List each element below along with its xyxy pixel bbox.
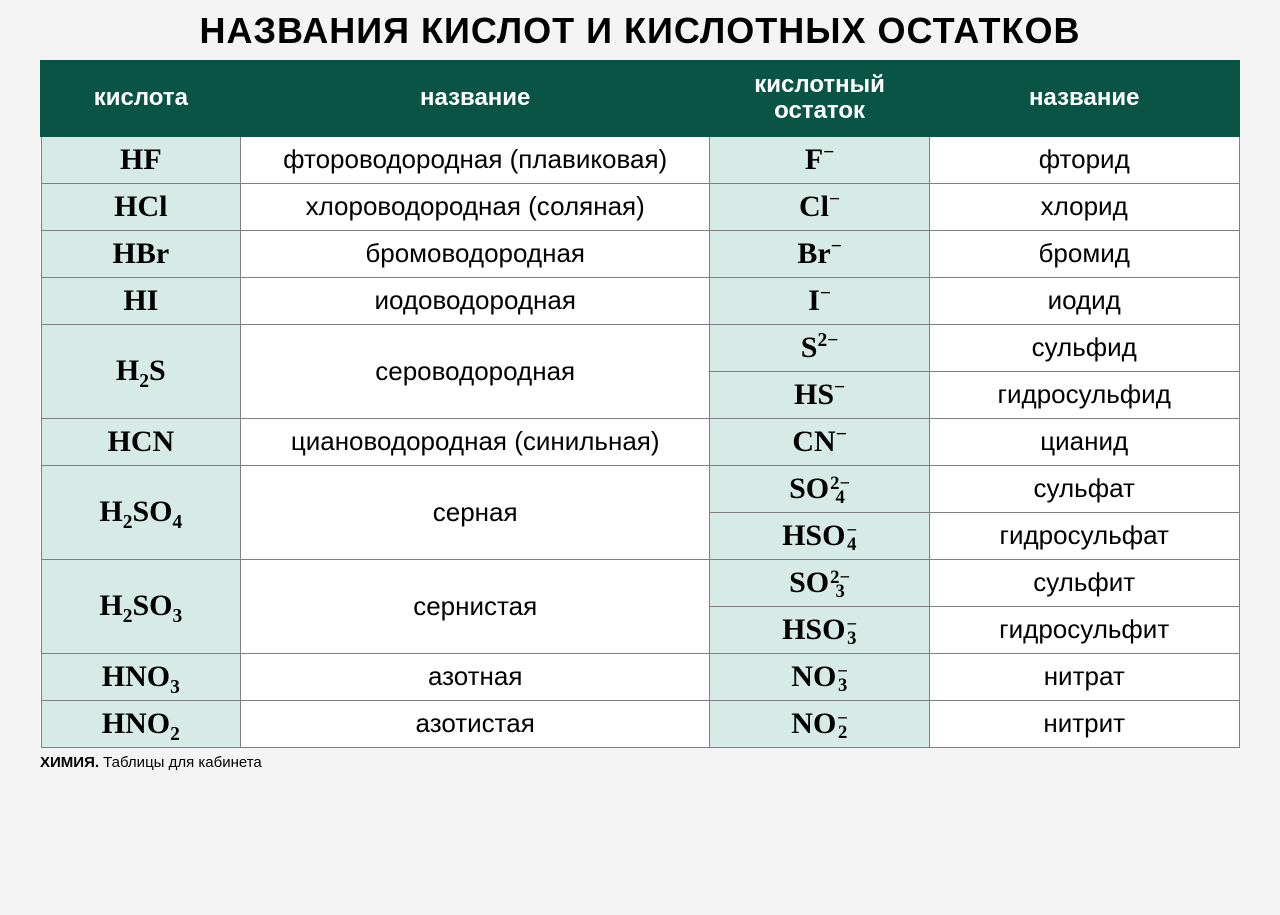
page-title: НАЗВАНИЯ КИСЛОТ И КИСЛОТНЫХ ОСТАТКОВ [199, 10, 1080, 52]
acid-formula: H2SO4 [41, 465, 241, 559]
table-row: H2SO3сернистаяSO2−3сульфит [41, 559, 1239, 606]
residue-formula: HSO−4 [710, 512, 930, 559]
acid-name: азотистая [241, 700, 710, 747]
column-header: кислота [41, 61, 241, 136]
residue-name: гидросульфат [929, 512, 1239, 559]
residue-name: сульфит [929, 559, 1239, 606]
acid-formula: HCl [41, 183, 241, 230]
acid-name: азотная [241, 653, 710, 700]
table-row: HNO2азотистаяNO−2нитрит [41, 700, 1239, 747]
residue-formula: Cl− [710, 183, 930, 230]
table-row: H2SO4сернаяSO2−4сульфат [41, 465, 1239, 512]
table-row: H2SсероводороднаяS2−сульфид [41, 324, 1239, 371]
column-header: название [929, 61, 1239, 136]
acid-name: циановодородная (синильная) [241, 418, 710, 465]
residue-name: иодид [929, 277, 1239, 324]
residue-formula: I− [710, 277, 930, 324]
acid-name: иодоводородная [241, 277, 710, 324]
residue-formula: HSO−3 [710, 606, 930, 653]
acid-formula: H2S [41, 324, 241, 418]
table-row: HBrбромоводороднаяBr−бромид [41, 230, 1239, 277]
residue-formula: NO−3 [710, 653, 930, 700]
column-header: название [241, 61, 710, 136]
table-row: HIиодоводороднаяI−иодид [41, 277, 1239, 324]
acid-formula: HBr [41, 230, 241, 277]
residue-formula: SO2−3 [710, 559, 930, 606]
residue-name: гидросульфит [929, 606, 1239, 653]
residue-name: нитрит [929, 700, 1239, 747]
acid-name: серная [241, 465, 710, 559]
residue-formula: SO2−4 [710, 465, 930, 512]
acid-name: бромоводородная [241, 230, 710, 277]
residue-name: нитрат [929, 653, 1239, 700]
acid-name: хлороводородная (соляная) [241, 183, 710, 230]
column-header: кислотныйостаток [710, 61, 930, 136]
acid-name: сероводородная [241, 324, 710, 418]
acid-name: фтороводородная (плавиковая) [241, 136, 710, 184]
table-row: HNO3азотнаяNO−3нитрат [41, 653, 1239, 700]
table-row: HCNциановодородная (синильная)CN−цианид [41, 418, 1239, 465]
acid-formula: HNO2 [41, 700, 241, 747]
residue-name: гидросульфид [929, 371, 1239, 418]
acid-formula: HI [41, 277, 241, 324]
acid-formula: HNO3 [41, 653, 241, 700]
table-row: HFфтороводородная (плавиковая)F−фторид [41, 136, 1239, 184]
acids-table: кислотаназваниекислотныйостатокназвание … [40, 60, 1240, 748]
residue-formula: NO−2 [710, 700, 930, 747]
acid-formula: HCN [41, 418, 241, 465]
residue-formula: Br− [710, 230, 930, 277]
residue-formula: CN− [710, 418, 930, 465]
table-row: HClхлороводородная (соляная)Cl−хлорид [41, 183, 1239, 230]
residue-name: сульфат [929, 465, 1239, 512]
residue-name: сульфид [929, 324, 1239, 371]
residue-name: хлорид [929, 183, 1239, 230]
residue-formula: HS− [710, 371, 930, 418]
residue-formula: S2− [710, 324, 930, 371]
footer: ХИМИЯ. Таблицы для кабинета [40, 754, 1240, 771]
residue-name: фторид [929, 136, 1239, 184]
acid-formula: H2SO3 [41, 559, 241, 653]
table-header-row: кислотаназваниекислотныйостатокназвание [41, 61, 1239, 136]
residue-name: бромид [929, 230, 1239, 277]
acid-name: сернистая [241, 559, 710, 653]
residue-name: цианид [929, 418, 1239, 465]
residue-formula: F− [710, 136, 930, 184]
footer-bold: ХИМИЯ. [40, 754, 99, 771]
acid-formula: HF [41, 136, 241, 184]
footer-rest: Таблицы для кабинета [99, 754, 262, 771]
